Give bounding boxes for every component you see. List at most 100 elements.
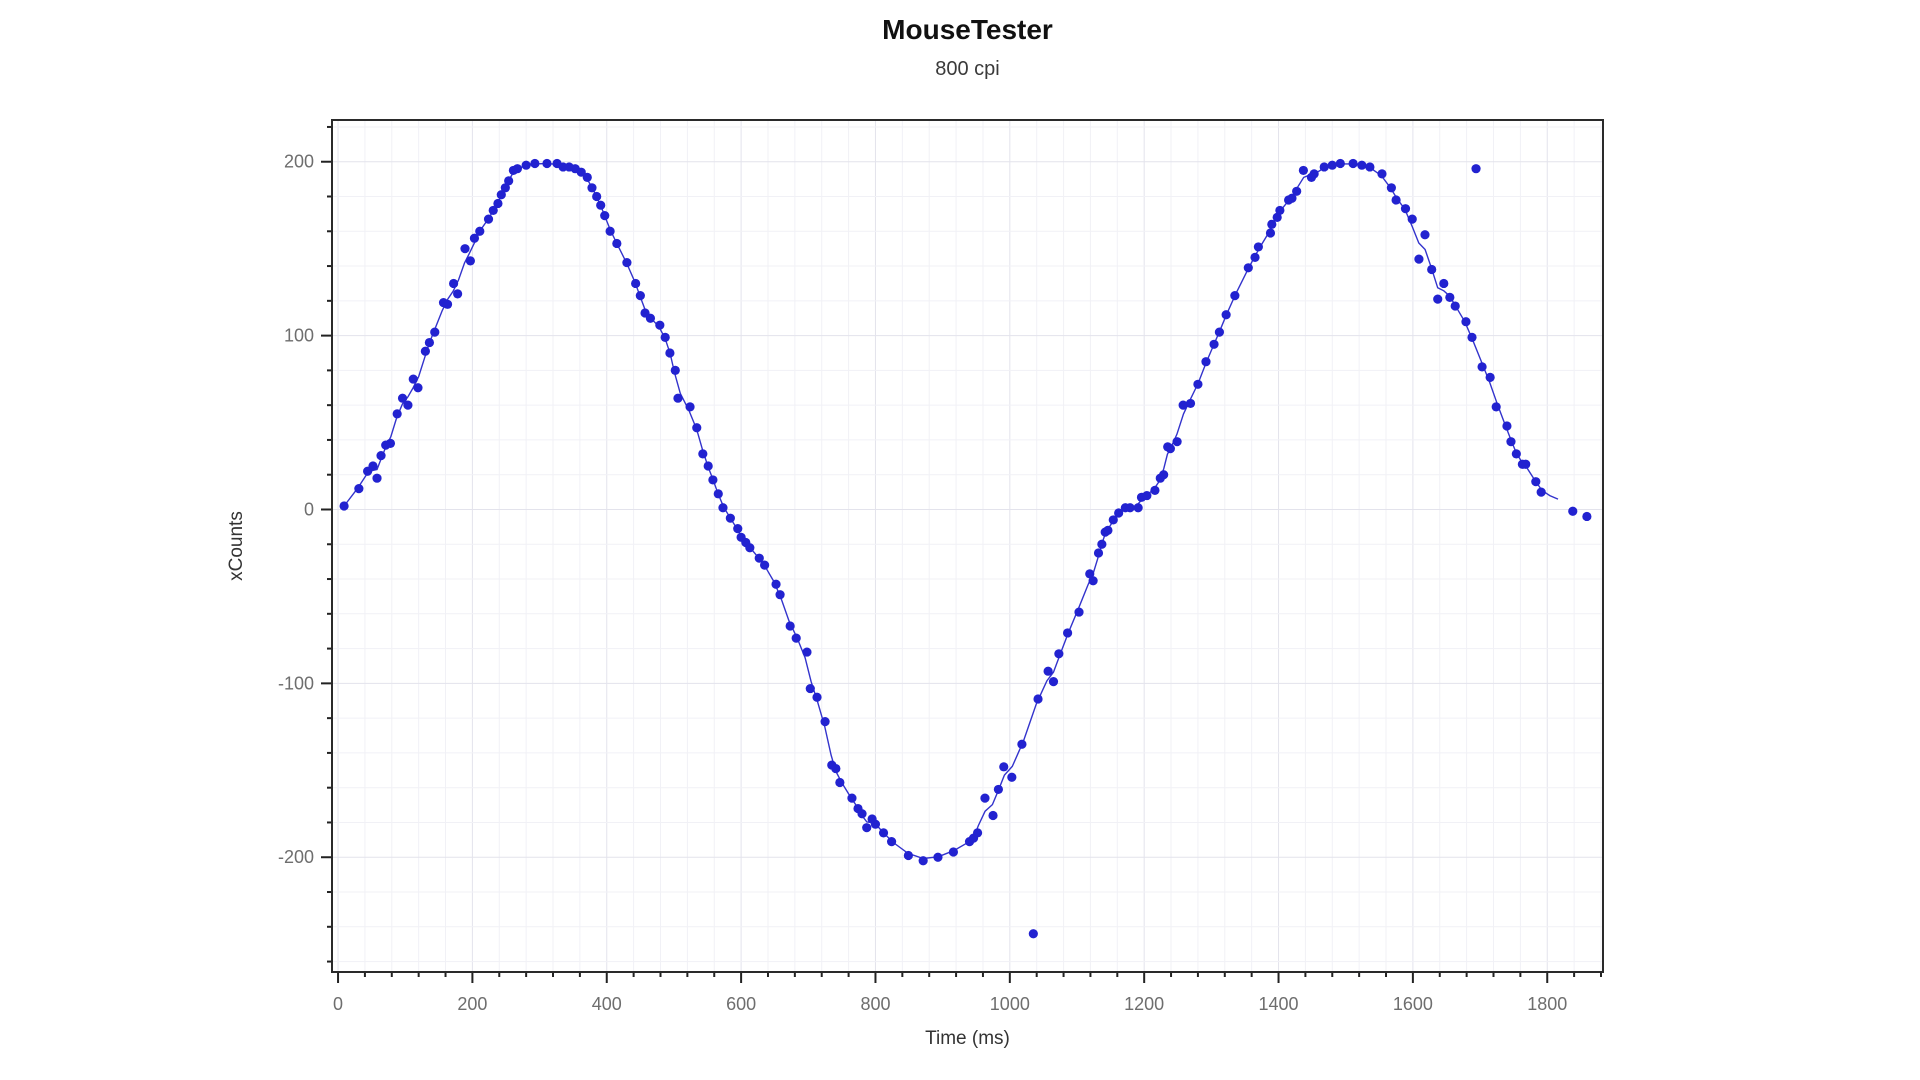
outlier-point: [1028, 929, 1038, 939]
data-point: [660, 332, 670, 342]
data-point: [1043, 666, 1053, 676]
data-point: [791, 633, 801, 643]
data-point: [475, 226, 485, 236]
data-point: [771, 579, 781, 589]
data-point: [413, 383, 423, 393]
data-point: [1407, 214, 1417, 224]
data-point: [542, 158, 552, 169]
data-point: [1272, 212, 1282, 222]
data-point: [1433, 294, 1443, 304]
data-point: [1253, 242, 1263, 252]
data-point: [1348, 158, 1358, 169]
data-point: [1201, 357, 1211, 367]
data-point: [878, 828, 889, 838]
data-point: [725, 513, 735, 523]
data-point: [933, 852, 943, 862]
data-point: [397, 393, 408, 403]
data-point: [600, 211, 610, 221]
data-point: [1275, 205, 1285, 216]
data-point: [339, 501, 349, 511]
data-point: [1214, 327, 1225, 337]
x-tick-label: 1800: [1527, 994, 1567, 1014]
outlier-point: [1471, 164, 1481, 174]
y-tick-label: 200: [284, 152, 314, 172]
data-point: [1074, 607, 1084, 617]
x-tick-label: 1600: [1393, 994, 1433, 1014]
x-tick-label: 800: [860, 994, 890, 1014]
data-point: [1521, 459, 1531, 469]
data-point: [862, 823, 872, 833]
data-point: [1377, 169, 1387, 179]
data-point: [1319, 162, 1329, 172]
data-point: [376, 450, 386, 461]
data-point: [1414, 254, 1424, 264]
data-point: [1007, 772, 1017, 782]
data-point: [1172, 437, 1182, 447]
data-point: [1150, 485, 1160, 495]
data-point: [713, 489, 723, 499]
data-point: [785, 621, 795, 631]
data-point: [903, 850, 913, 861]
data-point: [504, 176, 514, 186]
data-point: [612, 238, 622, 249]
x-tick-label: 0: [333, 994, 343, 1014]
data-point: [1568, 506, 1578, 516]
data-point: [1327, 160, 1337, 170]
data-point: [420, 346, 430, 356]
plot-border: [331, 119, 1604, 973]
data-point: [1193, 379, 1203, 389]
x-tick-label: 1200: [1124, 994, 1164, 1014]
data-point: [500, 183, 510, 193]
data-point: [1103, 525, 1113, 535]
data-point: [1309, 169, 1319, 179]
data-point: [1445, 292, 1455, 302]
y-tick-label: 100: [284, 326, 314, 346]
data-point: [972, 828, 983, 838]
data-point: [857, 809, 867, 819]
data-point: [870, 819, 881, 829]
data-point: [1265, 228, 1276, 238]
data-point: [469, 233, 480, 243]
x-tick-label: 400: [592, 994, 622, 1014]
data-point: [1531, 477, 1541, 487]
data-point: [703, 461, 713, 471]
data-point: [1267, 219, 1277, 229]
data-point: [1400, 204, 1411, 214]
data-point: [622, 257, 632, 268]
data-point: [999, 762, 1009, 772]
data-point: [1461, 317, 1471, 327]
data-point: [1250, 252, 1260, 262]
data-point: [1298, 165, 1308, 176]
data-point: [430, 327, 440, 337]
data-point: [521, 160, 531, 170]
data-point: [1033, 694, 1043, 704]
x-tick-label: 600: [726, 994, 756, 1014]
data-point: [587, 183, 597, 193]
chart-subtitle: 800 cpi: [935, 58, 1000, 80]
data-point: [754, 553, 764, 563]
data-point: [685, 402, 695, 412]
data-point: [631, 278, 641, 289]
data-point: [1159, 470, 1169, 480]
data-point: [1085, 569, 1095, 579]
data-point: [718, 503, 728, 513]
x-axis-title: Time (ms): [925, 1028, 1010, 1049]
data-point: [1209, 339, 1219, 349]
data-point: [576, 167, 586, 177]
data-point: [424, 337, 435, 348]
data-point: [1386, 183, 1396, 193]
data-point: [592, 191, 602, 202]
data-point: [1420, 230, 1430, 240]
data-point: [775, 590, 785, 600]
data-point: [1491, 402, 1501, 412]
data-point: [385, 438, 396, 449]
y-axis-title: xCounts: [226, 511, 247, 581]
data-point: [1017, 739, 1027, 749]
data-point: [665, 348, 675, 358]
data-point: [530, 158, 540, 169]
data-point: [1391, 195, 1401, 205]
data-point: [1165, 444, 1175, 454]
data-point: [1230, 291, 1240, 301]
